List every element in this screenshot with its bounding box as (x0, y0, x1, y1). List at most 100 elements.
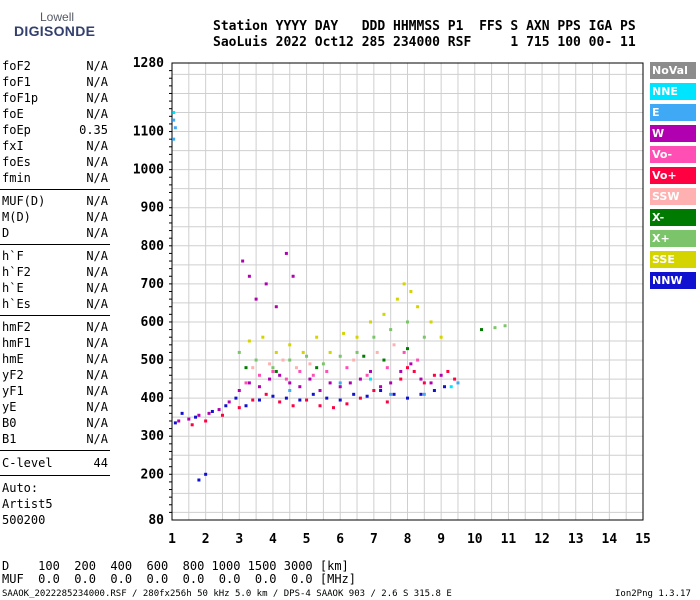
data-point (328, 350, 332, 354)
series-vo (190, 366, 457, 427)
param-name: D (2, 226, 10, 240)
data-point (172, 137, 176, 141)
param-name: yF2 (2, 368, 24, 382)
data-point (439, 335, 443, 339)
data-point (422, 392, 426, 396)
data-point (345, 366, 349, 370)
data-point (399, 377, 403, 381)
footer-muf-line: MUF 0.0 0.0 0.0 0.0 0.0 0.0 0.0 0.0 [MHz… (2, 572, 357, 586)
param-value: N/A (86, 297, 108, 311)
data-point (368, 320, 372, 324)
param-name: foEs (2, 155, 31, 169)
param-name: foF2 (2, 59, 31, 73)
param-separator (0, 244, 110, 245)
y-tick-label: 1100 (133, 125, 164, 140)
param-name: yE (2, 400, 17, 414)
data-point (375, 350, 379, 354)
data-point (429, 320, 433, 324)
data-point (173, 421, 177, 425)
data-point (443, 385, 447, 389)
param-name: hmE (2, 352, 24, 366)
param-value: N/A (86, 281, 108, 295)
auto-scaling-line3: 500200 (2, 513, 46, 527)
y-tick-label: 300 (141, 429, 165, 444)
data-point (274, 350, 278, 354)
data-point (274, 305, 278, 309)
series-e (172, 118, 460, 396)
data-point (291, 274, 295, 278)
param-row-fof2: foF2 N/A (2, 59, 108, 75)
data-point (268, 377, 272, 381)
x-tick-label: 10 (467, 532, 483, 547)
data-point (318, 389, 322, 393)
data-point (429, 381, 433, 385)
y-tick-label: 1280 (133, 56, 164, 71)
data-point (392, 343, 396, 347)
data-point (321, 362, 325, 366)
param-separator (0, 450, 110, 451)
data-point (432, 373, 436, 377)
data-point (382, 358, 386, 362)
param-name: hmF1 (2, 336, 31, 350)
data-point (385, 400, 389, 404)
param-name: B0 (2, 416, 17, 430)
data-point (503, 324, 507, 328)
param-value: N/A (86, 210, 108, 224)
series-nne (172, 111, 453, 389)
data-point (298, 398, 302, 402)
param-value: 44 (93, 456, 108, 470)
data-point (288, 381, 292, 385)
y-tick-label: 500 (141, 353, 165, 368)
data-point (379, 385, 383, 389)
data-point (325, 396, 329, 400)
param-value: N/A (86, 400, 108, 414)
data-point (382, 312, 386, 316)
param-value: 0.35 (79, 123, 108, 137)
data-point (261, 335, 265, 339)
legend-item-w: W (650, 125, 696, 142)
param-row-fmin: fmin N/A (2, 171, 108, 187)
data-point (278, 400, 282, 404)
x-tick-label: 5 (303, 532, 311, 547)
data-point (268, 362, 272, 366)
logo-digisonde-text: DIGISONDE (14, 23, 96, 39)
data-point (456, 381, 460, 385)
data-point (406, 396, 409, 400)
data-point (204, 472, 208, 476)
param-row-ye: yE N/A (2, 400, 108, 416)
param-value: N/A (86, 368, 108, 382)
legend-item-x: X+ (650, 230, 696, 247)
legend-item-nnw: NNW (650, 272, 696, 289)
param-row-yf2: yF2 N/A (2, 368, 108, 384)
param-value: N/A (86, 249, 108, 263)
data-point (325, 369, 329, 373)
data-point (311, 373, 315, 377)
param-separator (0, 189, 110, 190)
data-point (210, 409, 214, 413)
param-row-hme: hmE N/A (2, 352, 108, 368)
data-point (224, 404, 228, 408)
param-value: N/A (86, 107, 108, 121)
data-point (345, 402, 349, 406)
param-value: N/A (86, 416, 108, 430)
x-tick-label: 8 (404, 532, 412, 547)
data-point (244, 404, 248, 408)
data-point (254, 358, 258, 362)
data-point (399, 369, 403, 373)
data-point (305, 354, 309, 358)
auto-scaling-line1: Auto: (2, 481, 39, 495)
data-point (271, 394, 275, 398)
data-point (247, 274, 251, 278)
data-point (352, 358, 356, 362)
data-point (328, 381, 332, 385)
data-point (315, 335, 319, 339)
data-point (244, 366, 248, 370)
param-name: M(D) (2, 210, 31, 224)
data-point (402, 350, 406, 354)
y-tick-label: 200 (141, 467, 165, 482)
data-point (348, 381, 352, 385)
param-name: h`Es (2, 297, 31, 311)
data-point (342, 331, 346, 335)
x-tick-label: 1 (168, 532, 176, 547)
data-point (338, 398, 342, 402)
